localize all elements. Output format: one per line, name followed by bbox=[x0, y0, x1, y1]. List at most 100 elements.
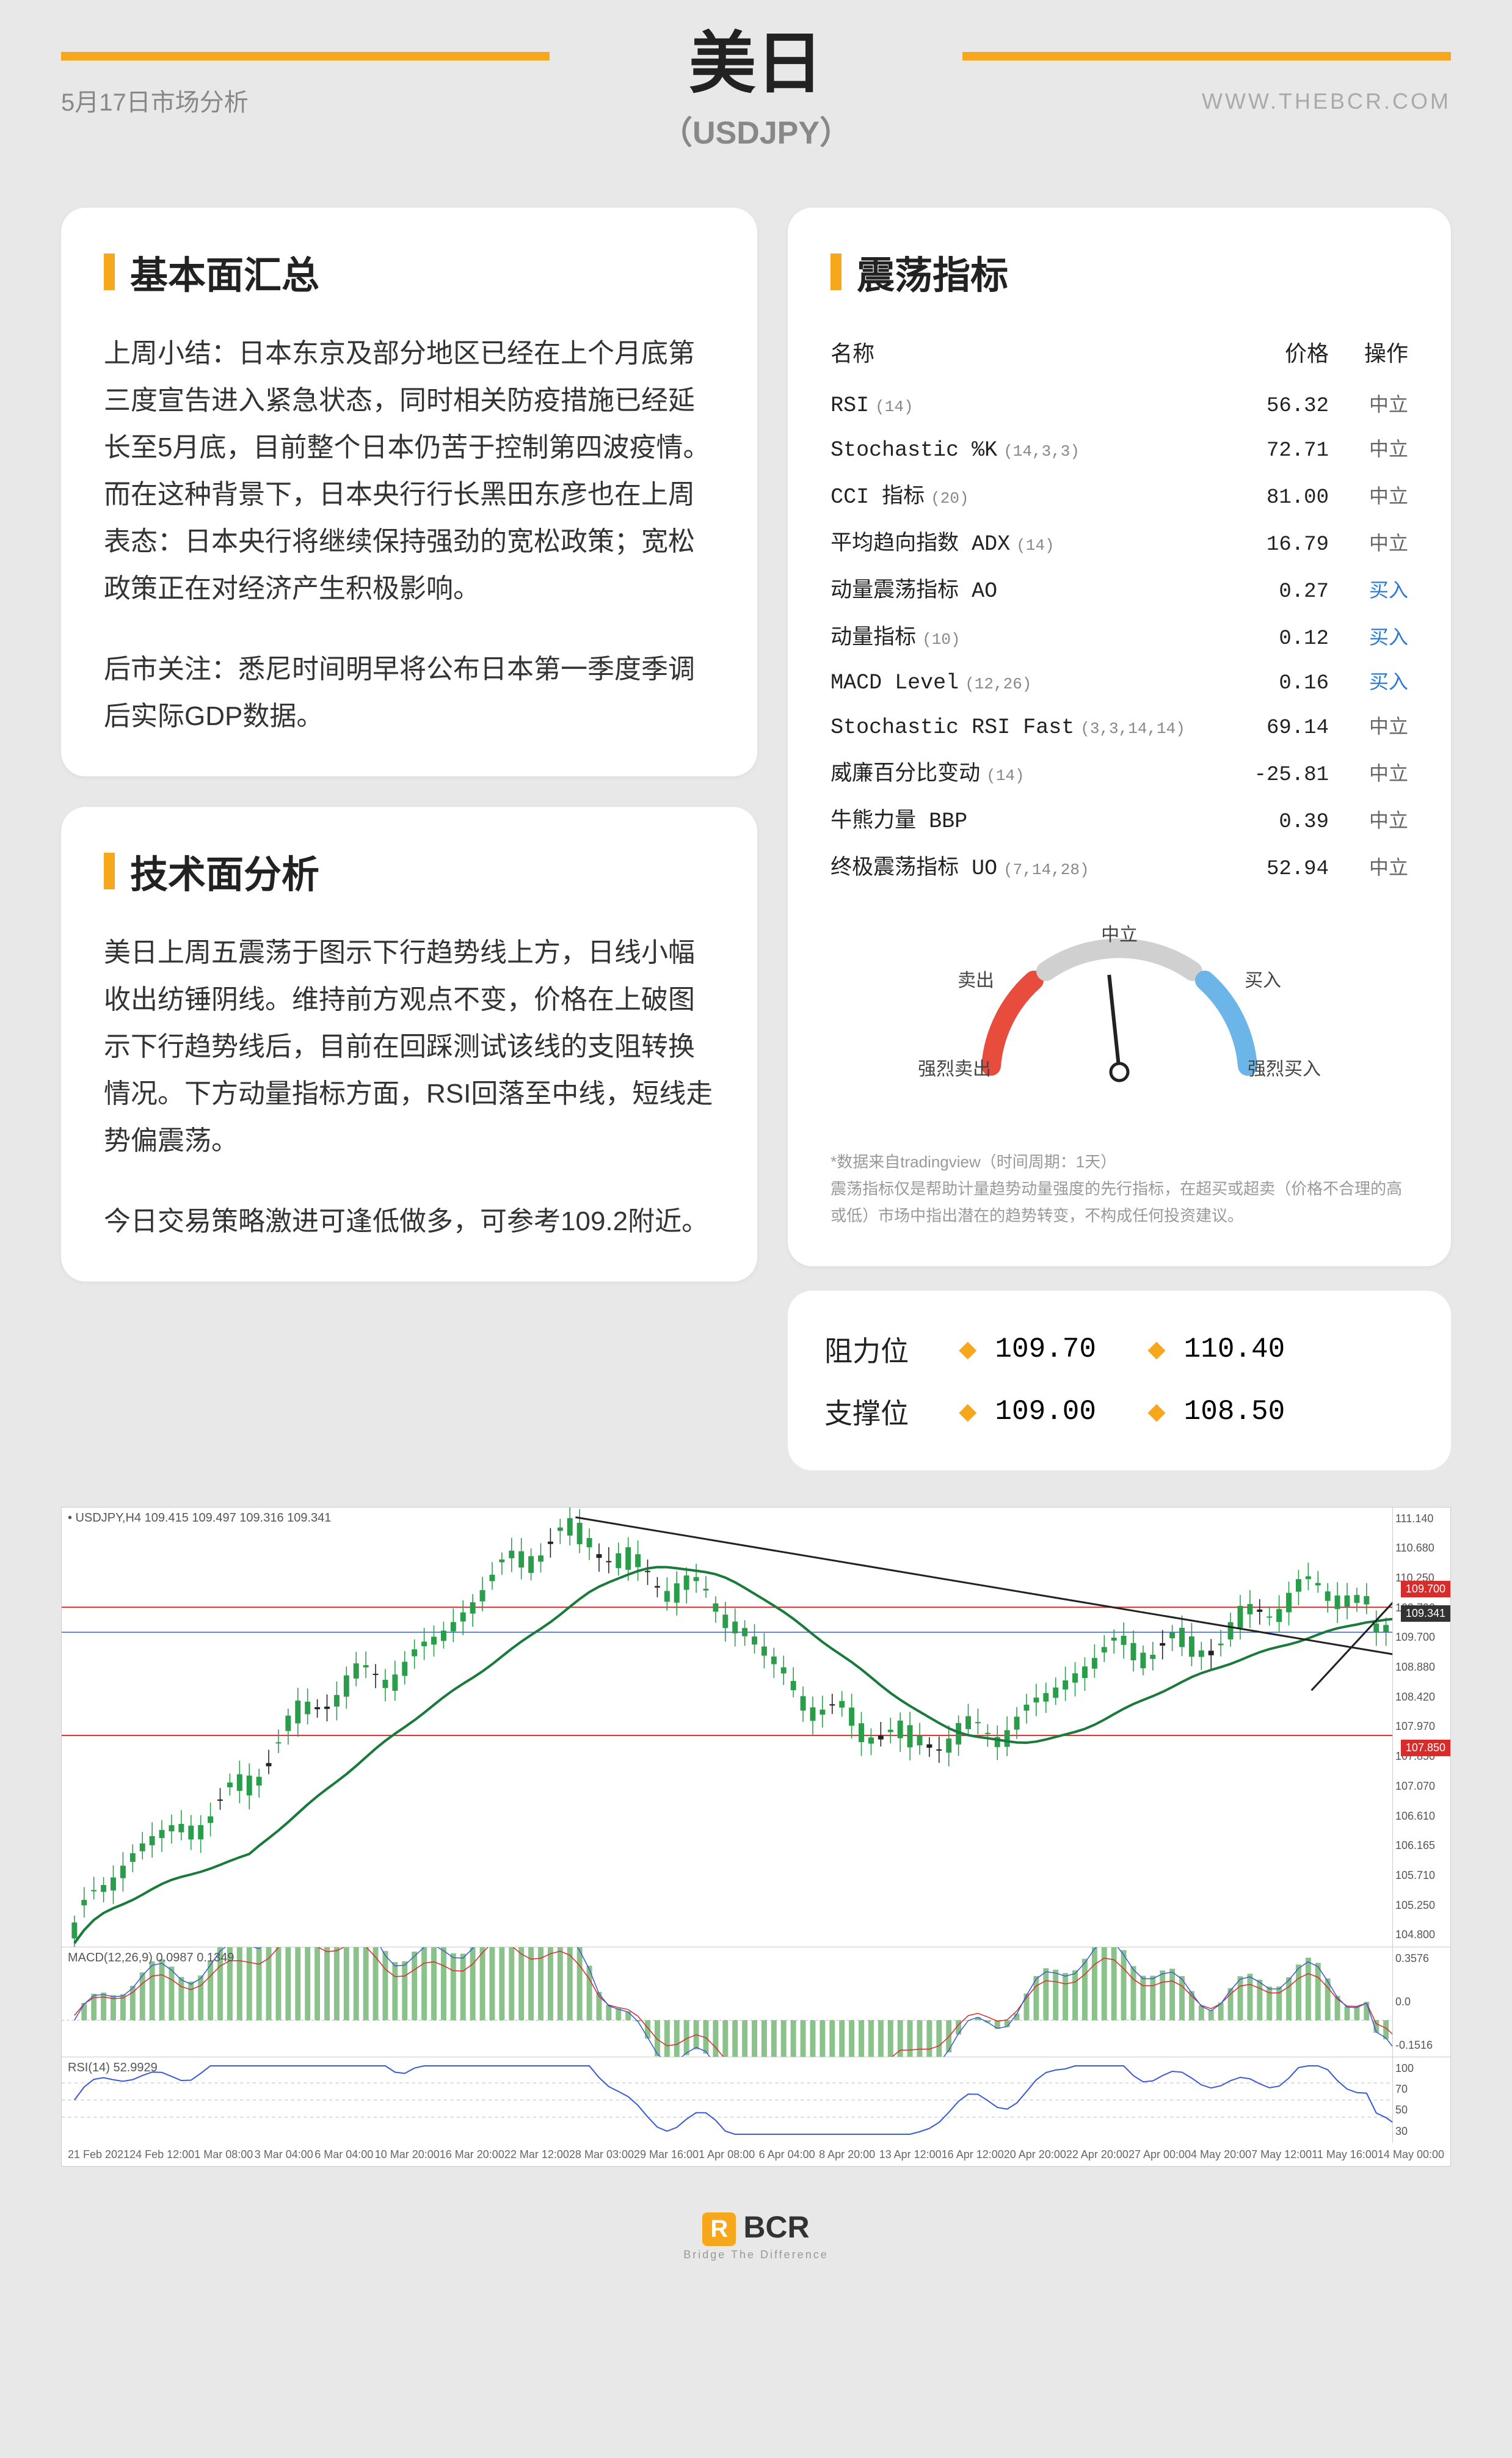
gauge-buy-label: 买入 bbox=[1245, 965, 1281, 992]
support-row: 支撑位 ◆ 109.00 ◆ 108.50 bbox=[824, 1380, 1414, 1443]
osc-name: CCI 指标(20) bbox=[831, 478, 1237, 509]
osc-value: -25.81 bbox=[1237, 764, 1329, 787]
osc-action: 中立 bbox=[1329, 805, 1408, 833]
osc-value: 81.00 bbox=[1237, 486, 1329, 509]
osc-head-price: 价格 bbox=[1237, 336, 1329, 368]
rsi-label: RSI(14) 52.9929 bbox=[68, 2061, 158, 2075]
osc-name: 牛熊力量 BBP bbox=[831, 803, 1237, 834]
osc-value: 52.94 bbox=[1237, 858, 1329, 881]
osc-head-name: 名称 bbox=[831, 336, 1237, 368]
oscillators-table: 名称 价格 操作 RSI(14)56.32中立Stochastic %K(14,… bbox=[831, 330, 1408, 889]
osc-row: Stochastic %K(14,3,3)72.71中立 bbox=[831, 426, 1408, 470]
footer-logo: RBCR Bridge The Difference bbox=[0, 2191, 1512, 2298]
osc-value: 0.27 bbox=[1237, 580, 1329, 604]
gauge-strong-buy-label: 强烈买入 bbox=[1248, 1054, 1321, 1081]
fundamental-title: 基本面汇总 bbox=[104, 244, 714, 299]
accent-line-left bbox=[61, 52, 550, 60]
price-chart: • USDJPY,H4 109.415 109.497 109.316 109.… bbox=[61, 1507, 1451, 2167]
s2: 108.50 bbox=[1184, 1396, 1318, 1428]
chart-macd-panel: MACD(12,26,9) 0.0987 0.1349 0.35760.0-0.… bbox=[62, 1947, 1450, 2057]
osc-row: 终极震荡指标 UO(7,14,28)52.94中立 bbox=[831, 842, 1408, 889]
osc-name: 威廉百分比变动(14) bbox=[831, 756, 1237, 787]
osc-action: 中立 bbox=[1329, 481, 1408, 509]
r2: 110.40 bbox=[1184, 1333, 1318, 1365]
osc-value: 0.12 bbox=[1237, 627, 1329, 651]
osc-row: CCI 指标(20)81.00中立 bbox=[831, 470, 1408, 517]
osc-value: 72.71 bbox=[1237, 439, 1329, 462]
osc-name: 动量震荡指标 AO bbox=[831, 572, 1237, 604]
osc-value: 56.32 bbox=[1237, 395, 1329, 418]
dot-icon: ◆ bbox=[1147, 1335, 1165, 1363]
osc-row: MACD Level(12,26)0.16买入 bbox=[831, 658, 1408, 703]
gauge-sell-label: 卖出 bbox=[958, 965, 994, 992]
osc-value: 16.79 bbox=[1237, 533, 1329, 556]
header-date: 5月17日市场分析 bbox=[61, 82, 249, 118]
osc-row: 威廉百分比变动(14)-25.81中立 bbox=[831, 748, 1408, 795]
osc-name: RSI(14) bbox=[831, 393, 1237, 418]
osc-action: 中立 bbox=[1329, 389, 1408, 417]
osc-head-action: 操作 bbox=[1329, 336, 1408, 368]
brand-tagline: Bridge The Difference bbox=[0, 2248, 1512, 2261]
osc-name: Stochastic RSI Fast(3,3,14,14) bbox=[831, 715, 1237, 740]
osc-value: 0.16 bbox=[1237, 672, 1329, 695]
oscillators-card: 震荡指标 名称 价格 操作 RSI(14)56.32中立Stochastic %… bbox=[788, 208, 1451, 1266]
osc-action: 中立 bbox=[1329, 528, 1408, 556]
chart-info-label: • USDJPY,H4 109.415 109.497 109.316 109.… bbox=[68, 1511, 331, 1525]
logo-icon: R bbox=[702, 2212, 736, 2246]
price-tag-red-top: 109.700 bbox=[1401, 1581, 1450, 1597]
osc-action: 中立 bbox=[1329, 758, 1408, 786]
chart-main-panel: • USDJPY,H4 109.415 109.497 109.316 109.… bbox=[62, 1508, 1450, 1947]
y-axis-macd: 0.35760.0-0.1516 bbox=[1392, 1947, 1450, 2057]
support-label: 支撑位 bbox=[824, 1391, 940, 1432]
osc-action: 中立 bbox=[1329, 852, 1408, 880]
osc-value: 69.14 bbox=[1237, 717, 1329, 740]
osc-row: RSI(14)56.32中立 bbox=[831, 381, 1408, 426]
resistance-label: 阻力位 bbox=[824, 1329, 940, 1369]
osc-name: 终极震荡指标 UO(7,14,28) bbox=[831, 850, 1237, 881]
gauge-neutral-label: 中立 bbox=[1101, 919, 1138, 946]
dot-icon: ◆ bbox=[1147, 1398, 1165, 1425]
macd-label: MACD(12,26,9) 0.0987 0.1349 bbox=[68, 1951, 234, 1965]
resistance-row: 阻力位 ◆ 109.70 ◆ 110.40 bbox=[824, 1318, 1414, 1380]
osc-name: Stochastic %K(14,3,3) bbox=[831, 438, 1237, 462]
technical-p2: 今日交易策略激进可逢低做多，可参考109.2附近。 bbox=[104, 1198, 714, 1245]
fundamental-card: 基本面汇总 上周小结：日本东京及部分地区已经在上个月底第三度宣告进入紧急状态，同… bbox=[61, 208, 757, 776]
oscillators-title: 震荡指标 bbox=[831, 244, 1408, 299]
osc-row: 动量指标(10)0.12买入 bbox=[831, 611, 1408, 658]
osc-action: 买入 bbox=[1329, 575, 1408, 603]
gauge-strong-sell-label: 强烈卖出 bbox=[918, 1054, 991, 1081]
technical-card: 技术面分析 美日上周五震荡于图示下行趋势线上方，日线小幅收出纺锤阴线。维持前方观… bbox=[61, 807, 757, 1282]
fundamental-p2: 后市关注：悉尼时间明早将公布日本第一季度季调后实际GDP数据。 bbox=[104, 646, 714, 740]
osc-row: Stochastic RSI Fast(3,3,14,14)69.14中立 bbox=[831, 703, 1408, 748]
osc-action: 中立 bbox=[1329, 434, 1408, 462]
osc-name: MACD Level(12,26) bbox=[831, 671, 1237, 695]
gauge: 中立 卖出 买入 强烈卖出 强烈买入 bbox=[936, 919, 1303, 1130]
fundamental-p1: 上周小结：日本东京及部分地区已经在上个月底第三度宣告进入紧急状态，同时相关防疫措… bbox=[104, 330, 714, 612]
price-tag-red-bot: 107.850 bbox=[1401, 1740, 1450, 1756]
osc-row: 动量震荡指标 AO0.27买入 bbox=[831, 564, 1408, 611]
technical-p1: 美日上周五震荡于图示下行趋势线上方，日线小幅收出纺锤阴线。维持前方观点不变，价格… bbox=[104, 929, 714, 1164]
header: 5月17日市场分析 WWW.THEBCR.COM 美日 （USDJPY） bbox=[0, 0, 1512, 171]
osc-row: 牛熊力量 BBP0.39中立 bbox=[831, 795, 1408, 842]
y-axis-rsi: 100705030 bbox=[1392, 2057, 1450, 2143]
r1: 109.70 bbox=[995, 1333, 1129, 1365]
osc-name: 动量指标(10) bbox=[831, 619, 1237, 651]
header-site: WWW.THEBCR.COM bbox=[1202, 89, 1451, 114]
technical-title: 技术面分析 bbox=[104, 844, 714, 899]
dot-icon: ◆ bbox=[959, 1398, 976, 1425]
accent-line-right bbox=[962, 52, 1451, 60]
brand-name: BCR bbox=[743, 2210, 809, 2244]
chart-rsi-svg bbox=[62, 2057, 1450, 2143]
osc-value: 0.39 bbox=[1237, 811, 1329, 834]
osc-action: 中立 bbox=[1329, 711, 1408, 739]
osc-action: 买入 bbox=[1329, 666, 1408, 695]
chart-rsi-panel: RSI(14) 52.9929 100705030 bbox=[62, 2057, 1450, 2143]
oscillators-footnote: *数据来自tradingview（时间周期：1天）震荡指标仅是帮助计量趋势动量强… bbox=[831, 1148, 1408, 1230]
chart-macd-svg bbox=[62, 1947, 1450, 2057]
osc-action: 买入 bbox=[1329, 622, 1408, 650]
s1: 109.00 bbox=[995, 1396, 1129, 1428]
osc-row: 平均趋向指数 ADX(14)16.79中立 bbox=[831, 517, 1408, 564]
dot-icon: ◆ bbox=[959, 1335, 976, 1363]
price-tag-current: 109.341 bbox=[1401, 1605, 1450, 1622]
osc-name: 平均趋向指数 ADX(14) bbox=[831, 525, 1237, 556]
